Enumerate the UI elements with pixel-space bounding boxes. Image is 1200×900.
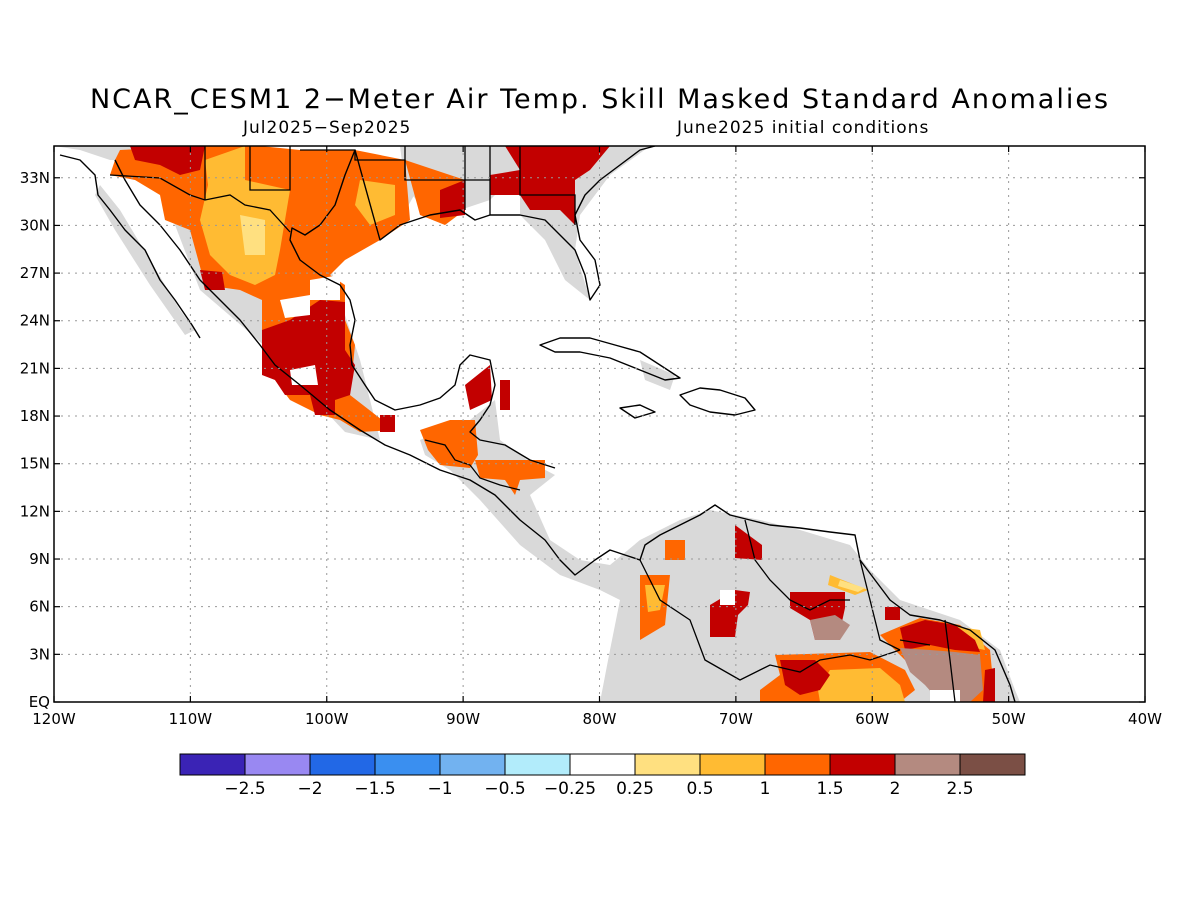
lat-tick-label: 3N: [29, 645, 50, 663]
colorbar-label: 2.5: [946, 779, 973, 799]
lon-tick-label: 60W: [855, 710, 889, 728]
colorbar-label: 1.5: [816, 779, 843, 799]
colorbar-label: −0.25: [544, 779, 596, 799]
anomaly-2-to-2.5: [810, 615, 983, 702]
colorbar-swatch: [309, 753, 376, 776]
colorbar-label: 1: [760, 779, 771, 799]
colorbar-swatch: [764, 753, 831, 776]
lon-tick-label: 50W: [992, 710, 1026, 728]
colorbar-label: −2: [297, 779, 322, 799]
lat-tick-label: 27N: [20, 264, 50, 282]
colorbar-swatch: [179, 753, 246, 776]
colorbar-label: −1: [427, 779, 452, 799]
initial-conditions: June2025 initial conditions: [677, 118, 930, 138]
lat-tick-label: 33N: [20, 169, 50, 187]
map-field: [54, 146, 1020, 702]
lat-tick-label: 30N: [20, 216, 50, 234]
colorbar-swatch: [244, 753, 311, 776]
anomaly-1.5-to-2: [130, 146, 995, 702]
colorbar-swatch: [374, 753, 441, 776]
colorbar-swatch: [959, 753, 1026, 776]
colorbar-label: −2.5: [224, 779, 265, 799]
lon-tick-label: 110W: [169, 710, 213, 728]
lat-tick-label: 12N: [20, 502, 50, 520]
colorbar-label: −1.5: [354, 779, 395, 799]
lon-tick-label: 70W: [719, 710, 753, 728]
colorbar-swatch: [569, 753, 636, 776]
graticule: [54, 146, 1145, 702]
colorbar-swatch: [634, 753, 701, 776]
country-borders: [109, 146, 956, 702]
lat-tick-label: EQ: [29, 693, 50, 711]
colorbar-swatch: [894, 753, 961, 776]
colorbar-label: 0.5: [686, 779, 713, 799]
colorbar-swatch: [829, 753, 896, 776]
lat-tick-label: 21N: [20, 359, 50, 377]
lat-tick-label: 9N: [29, 550, 50, 568]
colorbar-swatch: [699, 753, 766, 776]
colorbar-swatch: [504, 753, 571, 776]
forecast-period: Jul2025−Sep2025: [243, 118, 412, 138]
colorbar-label: 2: [890, 779, 901, 799]
anomaly-0.5-to-1: [200, 146, 985, 702]
lon-tick-label: 80W: [583, 710, 617, 728]
colorbar-label: 0.25: [616, 779, 654, 799]
map-title: NCAR_CESM1 2−Meter Air Temp. Skill Maske…: [89, 84, 1111, 115]
lat-tick-label: 18N: [20, 407, 50, 425]
lon-tick-label: 100W: [305, 710, 349, 728]
lat-tick-label: 24N: [20, 312, 50, 330]
coastlines: [59, 146, 1016, 702]
colorbar: −2.5 −2 −1.5 −1 −0.5 −0.25 0.25 0.5 1 1.5 2 2.5: [179, 753, 1026, 799]
map-axes: 120W 110W 100W 90W 80W 70W 60W 50W 40W EQ 3N 6N 9N 12…: [20, 146, 1162, 728]
lat-tick-label: 6N: [29, 598, 50, 616]
colorbar-label: −0.5: [484, 779, 525, 799]
lon-tick-label: 90W: [446, 710, 480, 728]
lon-tick-label: 120W: [32, 710, 76, 728]
lon-tick-label: 40W: [1128, 710, 1162, 728]
colorbar-swatch: [439, 753, 506, 776]
lat-tick-label: 15N: [20, 455, 50, 473]
